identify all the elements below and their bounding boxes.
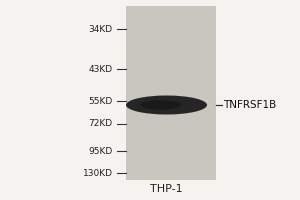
Text: 34KD: 34KD [88, 24, 112, 33]
Ellipse shape [126, 96, 207, 114]
Text: 43KD: 43KD [88, 64, 112, 73]
Text: THP-1: THP-1 [150, 184, 183, 194]
Ellipse shape [140, 100, 181, 110]
Text: 55KD: 55KD [88, 97, 112, 106]
Text: 95KD: 95KD [88, 146, 112, 156]
Text: TNFRSF1B: TNFRSF1B [224, 100, 277, 110]
Text: 130KD: 130KD [82, 168, 112, 178]
Text: 72KD: 72KD [88, 119, 112, 129]
Bar [126, 6, 216, 180]
